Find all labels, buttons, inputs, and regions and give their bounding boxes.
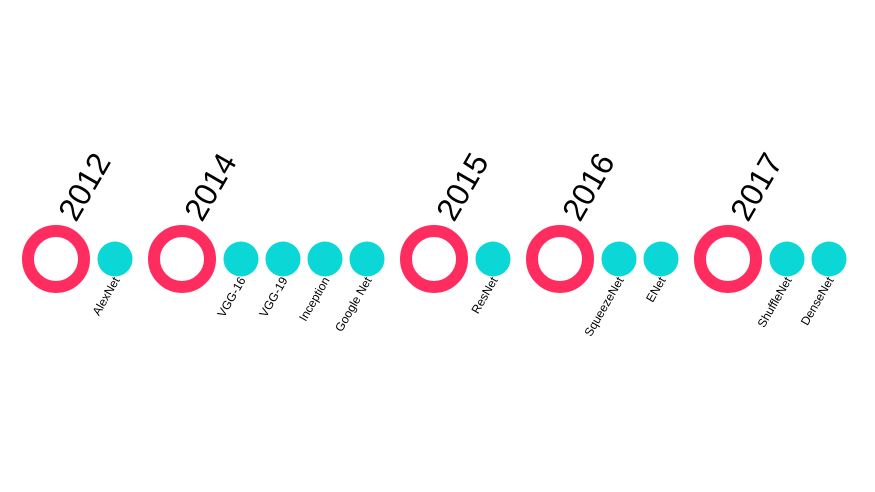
- model-dot: [643, 241, 679, 277]
- model-label: Google Net: [332, 274, 375, 334]
- model-label: AlexNet: [89, 274, 122, 318]
- year-marker-2016: [526, 225, 594, 293]
- model-dot: [265, 241, 301, 277]
- year-marker-2015: [400, 225, 468, 293]
- year-label-2014: 2014: [177, 147, 244, 227]
- model-label: Inception: [296, 275, 332, 324]
- model-dot: [349, 241, 385, 277]
- model-dot: [601, 241, 637, 277]
- year-marker-2014: [148, 225, 216, 293]
- year-marker-2017: [694, 225, 762, 293]
- model-dot: [769, 241, 805, 277]
- model-dot: [97, 241, 133, 277]
- model-dot: [475, 241, 511, 277]
- year-label-2012: 2012: [51, 147, 118, 227]
- model-dot: [811, 241, 847, 277]
- model-label: DenseNet: [798, 274, 837, 328]
- year-marker-2012: [22, 225, 90, 293]
- model-label: ENet: [643, 274, 669, 305]
- model-label: ShuffleNet: [755, 274, 795, 330]
- model-label: VGG-16: [214, 274, 248, 319]
- model-label: ResNet: [468, 274, 500, 316]
- model-dot: [223, 241, 259, 277]
- year-label-2017: 2017: [723, 147, 790, 227]
- model-dot: [307, 241, 343, 277]
- model-label: SqueezeNet: [581, 274, 626, 339]
- year-label-2016: 2016: [555, 147, 622, 227]
- model-label: VGG-19: [256, 274, 290, 319]
- year-label-2015: 2015: [429, 147, 496, 227]
